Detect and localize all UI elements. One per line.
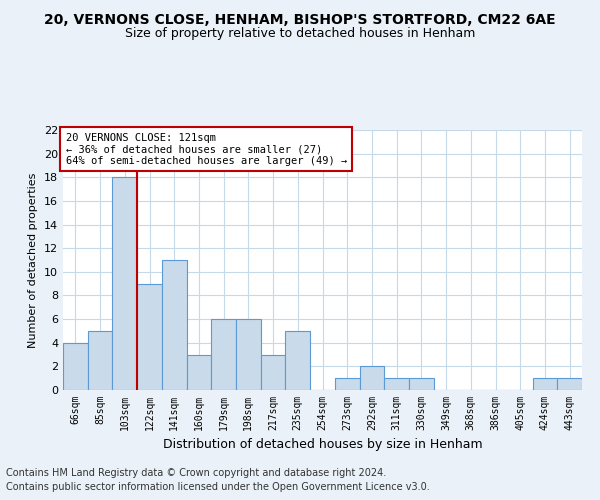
Bar <box>359 366 384 390</box>
Bar <box>557 378 582 390</box>
Bar <box>137 284 162 390</box>
Bar <box>88 331 112 390</box>
Text: 20 VERNONS CLOSE: 121sqm
← 36% of detached houses are smaller (27)
64% of semi-d: 20 VERNONS CLOSE: 121sqm ← 36% of detach… <box>65 132 347 166</box>
Bar <box>409 378 434 390</box>
Bar <box>211 319 236 390</box>
Bar <box>261 354 286 390</box>
Bar <box>187 354 211 390</box>
Bar <box>286 331 310 390</box>
X-axis label: Distribution of detached houses by size in Henham: Distribution of detached houses by size … <box>163 438 482 452</box>
Bar <box>162 260 187 390</box>
Text: 20, VERNONS CLOSE, HENHAM, BISHOP'S STORTFORD, CM22 6AE: 20, VERNONS CLOSE, HENHAM, BISHOP'S STOR… <box>44 12 556 26</box>
Text: Size of property relative to detached houses in Henham: Size of property relative to detached ho… <box>125 28 475 40</box>
Y-axis label: Number of detached properties: Number of detached properties <box>28 172 38 348</box>
Text: Contains public sector information licensed under the Open Government Licence v3: Contains public sector information licen… <box>6 482 430 492</box>
Bar <box>236 319 261 390</box>
Bar <box>112 178 137 390</box>
Text: Contains HM Land Registry data © Crown copyright and database right 2024.: Contains HM Land Registry data © Crown c… <box>6 468 386 477</box>
Bar <box>384 378 409 390</box>
Bar <box>533 378 557 390</box>
Bar <box>63 342 88 390</box>
Bar <box>335 378 359 390</box>
